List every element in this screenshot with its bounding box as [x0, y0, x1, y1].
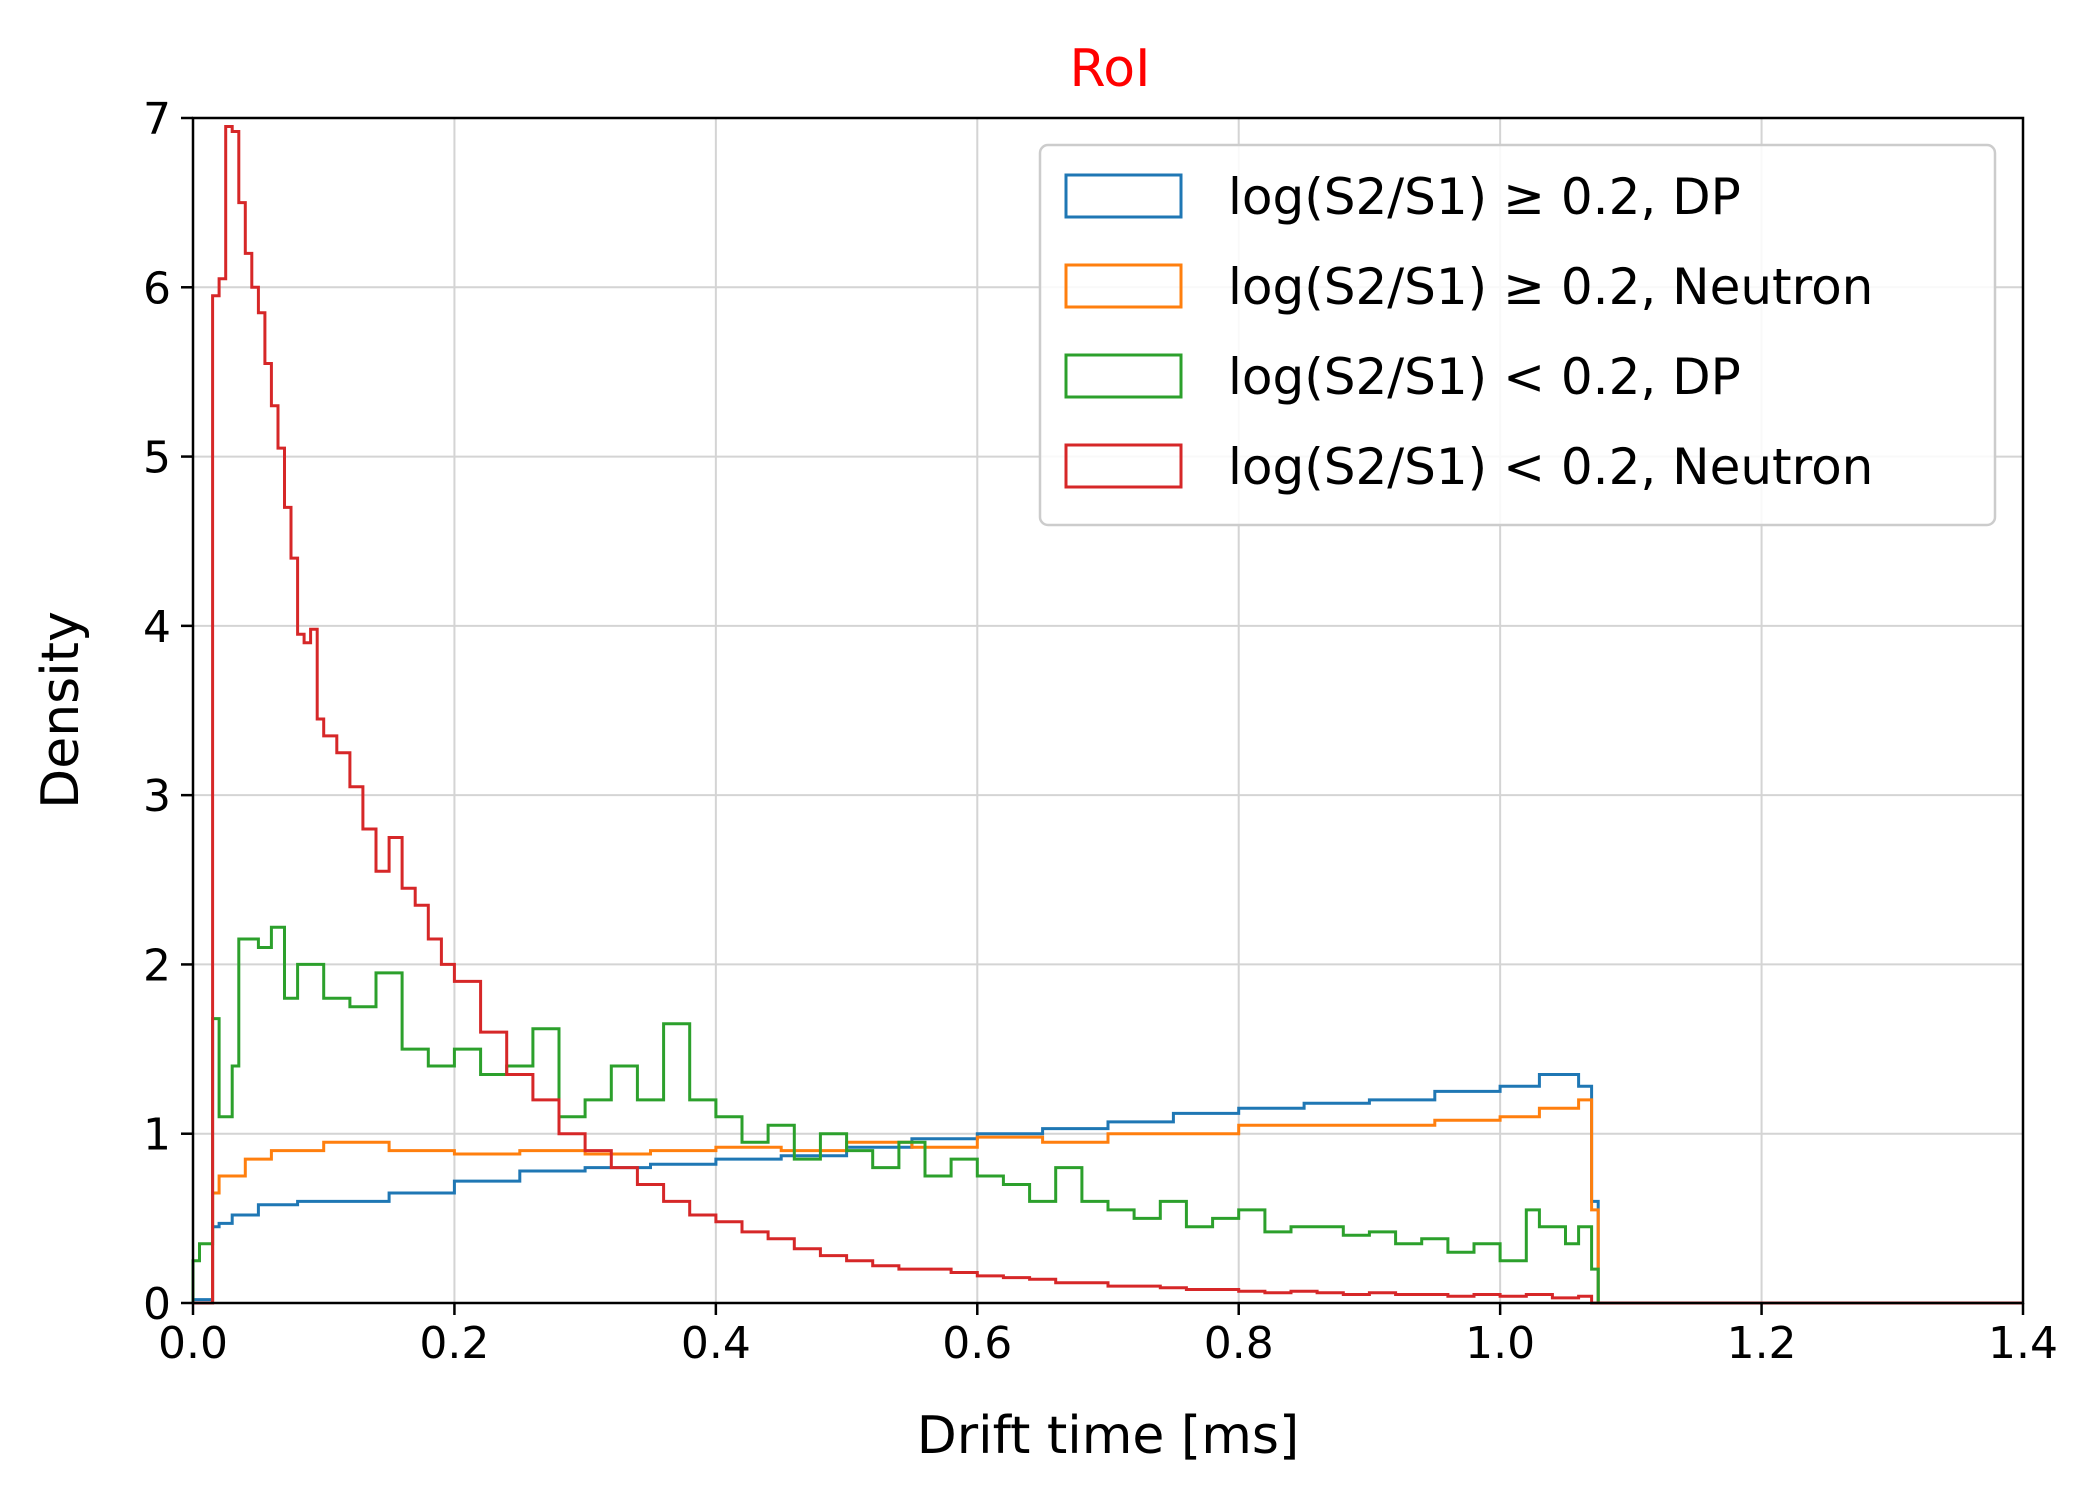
x-tick-label: 0.8 — [1204, 1318, 1274, 1369]
y-tick-label: 1 — [143, 1110, 171, 1161]
chart-title: RoI — [1070, 39, 1151, 99]
x-tick-label: 1.4 — [1988, 1318, 2058, 1369]
legend-label-2: log(S2/S1) < 0.2, DP — [1228, 348, 1741, 406]
series-line-0 — [191, 1073, 2023, 1305]
legend-frame — [1038, 143, 1997, 527]
legend-swatch-0 — [1064, 173, 1183, 219]
y-axis-ticks: 0 1 2 3 4 5 6 7 — [143, 94, 193, 1330]
y-axis-label: Density — [31, 611, 91, 809]
y-tick-label: 0 — [143, 1279, 171, 1330]
x-tick-label: 0.2 — [419, 1318, 489, 1369]
y-tick-label: 7 — [143, 94, 171, 145]
legend: log(S2/S1) ≥ 0.2, DP log(S2/S1) ≥ 0.2, Ne… — [1038, 143, 1997, 527]
legend-swatch-3 — [1064, 443, 1183, 489]
plot-frame — [191, 116, 2025, 1305]
y-tick-label: 5 — [143, 433, 171, 484]
legend-label-1: log(S2/S1) ≥ 0.2, Neutron — [1228, 258, 1873, 316]
y-tick-label: 6 — [143, 263, 171, 314]
x-tick-label: 0.6 — [942, 1318, 1012, 1369]
legend-swatch-1 — [1064, 263, 1183, 309]
x-tick-label: 1.0 — [1465, 1318, 1535, 1369]
x-tick-label: 0.4 — [681, 1318, 751, 1369]
series-line-2 — [191, 925, 2023, 1305]
x-axis-ticks: 0.0 0.2 0.4 0.6 0.8 1.0 1.2 1.4 — [158, 1303, 2058, 1369]
y-tick-label: 4 — [143, 602, 171, 653]
series-line-3 — [193, 125, 2023, 1305]
y-tick-label: 2 — [143, 940, 171, 991]
y-tick-label: 3 — [143, 771, 171, 822]
legend-label-3: log(S2/S1) < 0.2, Neutron — [1228, 438, 1873, 496]
x-axis-label: Drift time [ms] — [917, 1406, 1300, 1466]
x-tick-label: 1.2 — [1727, 1318, 1797, 1369]
legend-swatch-2 — [1064, 353, 1183, 399]
x-tick-label: 0.0 — [158, 1318, 228, 1369]
series-lines — [191, 125, 2023, 1305]
legend-label-0: log(S2/S1) ≥ 0.2, DP — [1228, 168, 1741, 226]
